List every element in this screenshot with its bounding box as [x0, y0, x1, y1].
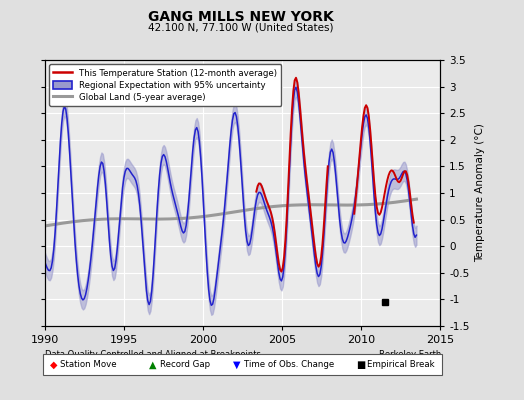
Text: Station Move: Station Move: [60, 360, 117, 369]
Y-axis label: Temperature Anomaly (°C): Temperature Anomaly (°C): [475, 124, 485, 262]
Text: 42.100 N, 77.100 W (United States): 42.100 N, 77.100 W (United States): [148, 22, 334, 32]
Text: Time of Obs. Change: Time of Obs. Change: [244, 360, 334, 369]
Text: ▲: ▲: [149, 360, 157, 370]
Text: ▼: ▼: [233, 360, 241, 370]
Text: ◆: ◆: [50, 360, 57, 370]
Text: Berkeley Earth: Berkeley Earth: [379, 350, 442, 359]
Text: Empirical Break: Empirical Break: [367, 360, 434, 369]
Text: ■: ■: [356, 360, 366, 370]
Legend: This Temperature Station (12-month average), Regional Expectation with 95% uncer: This Temperature Station (12-month avera…: [49, 64, 281, 106]
Text: Data Quality Controlled and Aligned at Breakpoints: Data Quality Controlled and Aligned at B…: [45, 350, 260, 359]
Text: GANG MILLS NEW YORK: GANG MILLS NEW YORK: [148, 10, 334, 24]
Text: Record Gap: Record Gap: [160, 360, 210, 369]
